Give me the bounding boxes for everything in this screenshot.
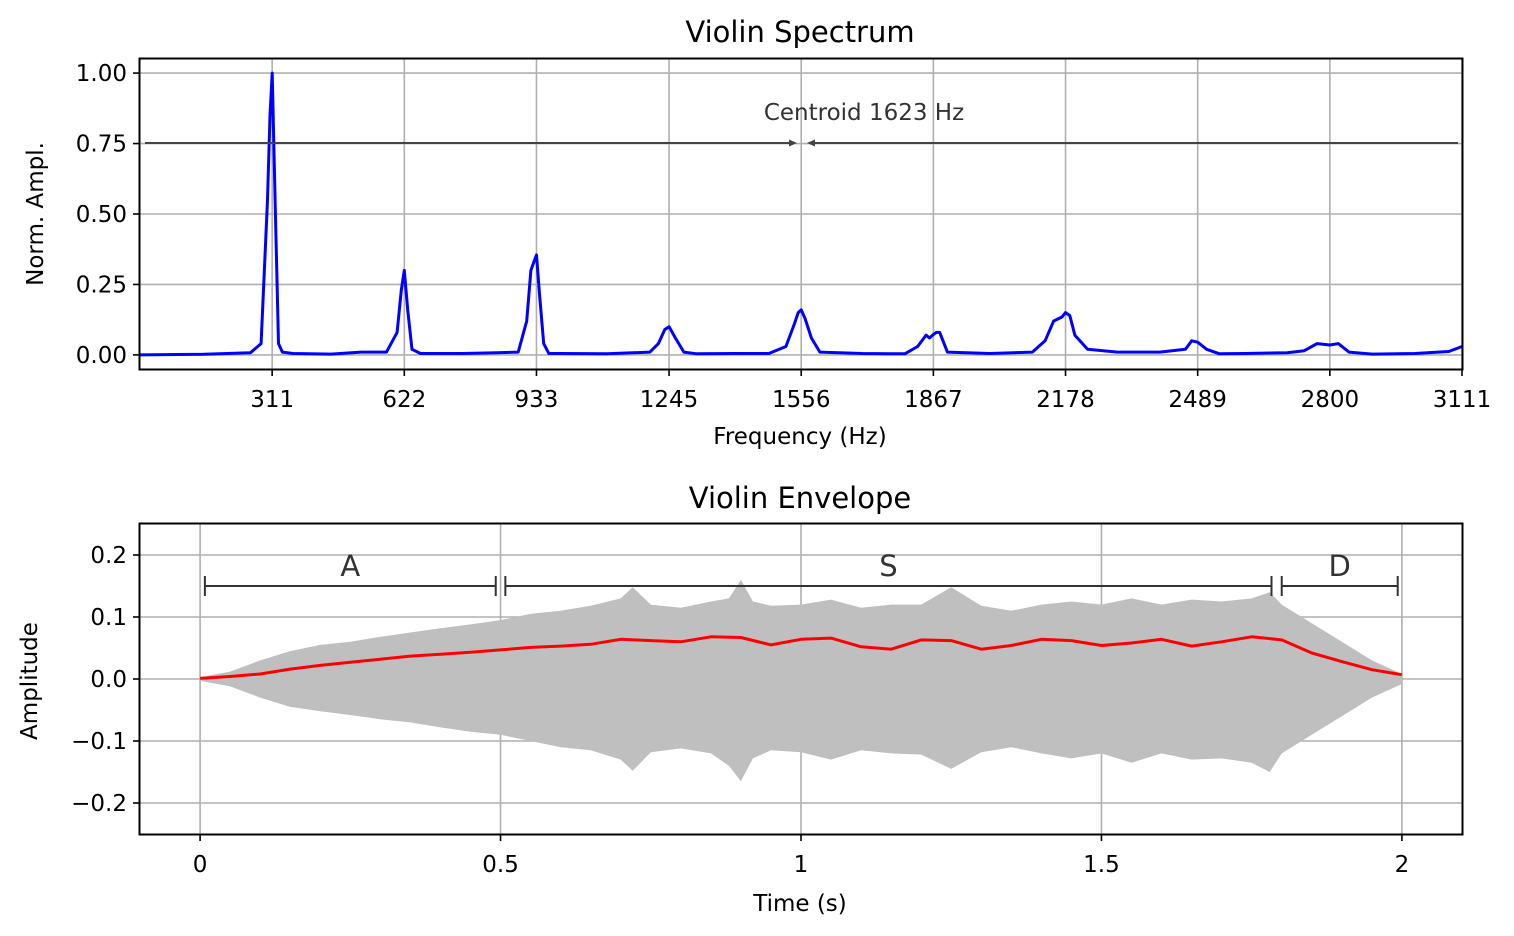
spectrum-xtick-label: 622 <box>382 387 426 413</box>
spectrum-ytick-label: 0.75 <box>76 132 127 158</box>
envelope-panel: Violin Envelope A S D 0 0.5 1 1.5 2 −0.2 −0.1 0.0… <box>17 481 1464 917</box>
spectrum-ytick-label: 0.00 <box>76 343 127 369</box>
spectrum-xtick-label: 1867 <box>904 387 963 413</box>
phase-s-marker: S <box>504 549 1273 596</box>
spectrum-ticks: 311 622 933 1245 1556 1867 2178 2489 2800 3111 0.0… <box>76 61 1491 413</box>
envelope-ytick-label: 0.0 <box>90 667 127 693</box>
phase-a-marker: A <box>203 549 497 596</box>
spectrum-xlabel: Frequency (Hz) <box>713 424 886 450</box>
envelope-ylabel: Amplitude <box>17 622 43 740</box>
centroid-annotation: Centroid 1623 Hz <box>145 100 1458 147</box>
envelope-xtick-label: 0 <box>193 852 208 878</box>
envelope-ytick-label: −0.1 <box>71 729 127 755</box>
spectrum-ylabel: Norm. Ampl. <box>23 142 49 286</box>
envelope-xtick-label: 1.5 <box>1083 852 1120 878</box>
centroid-label: Centroid 1623 Hz <box>764 100 964 126</box>
spectrum-xtick-label: 3111 <box>1433 387 1492 413</box>
spectrum-xtick-label: 1245 <box>640 387 699 413</box>
spectrum-ytick-label: 0.50 <box>76 202 127 228</box>
envelope-series-line <box>200 635 1403 680</box>
spectrum-xtick-label: 311 <box>250 387 294 413</box>
envelope-ticks: 0 0.5 1 1.5 2 −0.2 −0.1 0.0 0.1 0.2 <box>71 543 1409 878</box>
envelope-xtick-label: 1 <box>794 852 809 878</box>
envelope-waveform-area <box>200 579 1402 782</box>
spectrum-panel: Violin Spectrum Centroid 1623 Hz 311 622 9… <box>23 15 1491 450</box>
spectrum-ytick-label: 0.25 <box>76 272 127 298</box>
envelope-xtick-label: 0.5 <box>482 852 519 878</box>
spectrum-xtick-label: 1556 <box>772 387 831 413</box>
phase-label: S <box>879 549 897 583</box>
envelope-ytick-label: −0.2 <box>71 791 127 817</box>
envelope-title: Violin Envelope <box>689 481 911 515</box>
envelope-xlabel: Time (s) <box>752 891 847 917</box>
spectrum-xtick-label: 933 <box>515 387 559 413</box>
phase-label: A <box>340 549 360 583</box>
centroid-arrowhead-left <box>789 139 797 147</box>
spectrum-ytick-label: 1.00 <box>76 61 127 87</box>
envelope-ytick-label: 0.2 <box>90 543 127 569</box>
envelope-ytick-label: 0.1 <box>90 605 127 631</box>
centroid-arrowhead-right <box>807 139 815 147</box>
spectrum-title: Violin Spectrum <box>685 15 914 49</box>
spectrum-series-line <box>139 71 1463 357</box>
spectrum-xtick-label: 2800 <box>1301 387 1360 413</box>
envelope-xtick-label: 2 <box>1395 852 1410 878</box>
spectrum-xtick-label: 2178 <box>1036 387 1095 413</box>
phase-label: D <box>1329 549 1351 583</box>
spectrum-xtick-label: 2489 <box>1168 387 1227 413</box>
phase-d-marker: D <box>1280 549 1399 596</box>
